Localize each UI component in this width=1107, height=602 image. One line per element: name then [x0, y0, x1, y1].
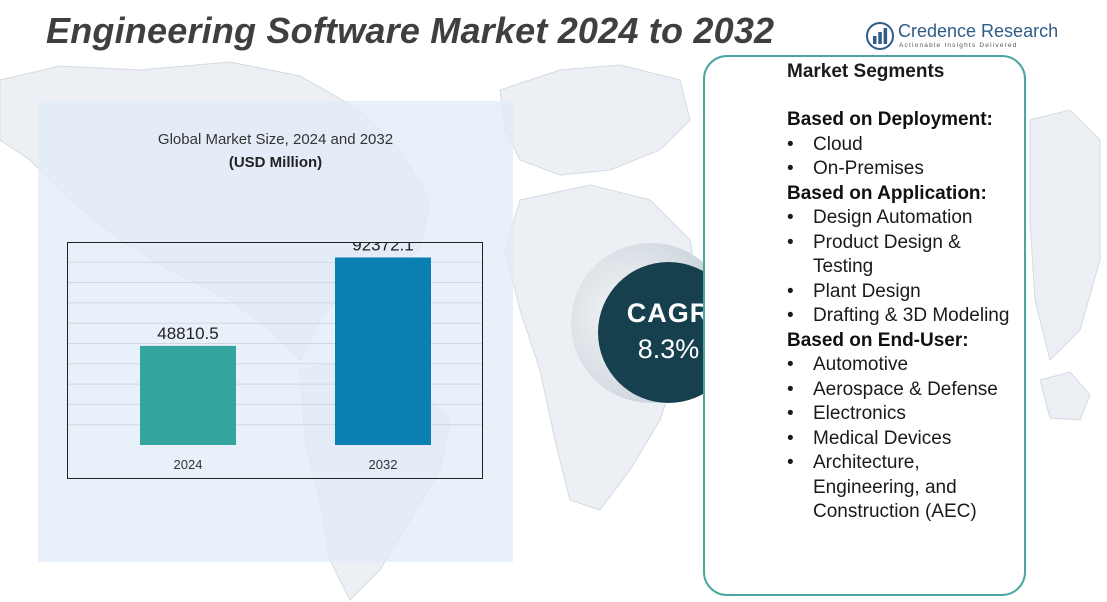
segment-item: • Automotive	[787, 353, 1022, 378]
segment-group-title: Based on Deployment:	[787, 109, 993, 130]
bullet-icon: •	[787, 403, 794, 424]
segment-item: • Medical Devices	[787, 427, 1022, 452]
segment-item-label: Electronics	[813, 403, 906, 424]
segment-item-label: Design Automation	[813, 207, 973, 228]
segment-item-label: Cloud	[813, 133, 863, 155]
segment-group-title: Based on End-User:	[787, 329, 969, 351]
bullet-icon: •	[787, 427, 794, 449]
segment-item: • Aerospace & Defense	[787, 378, 1022, 403]
bullet-icon: •	[787, 207, 794, 228]
bar-chart: 48810.5 2024 92372.1 2032	[67, 242, 483, 479]
segment-item-label: Medical Devices	[813, 427, 952, 449]
category-label-2032: 2032	[369, 457, 398, 472]
market-segments-panel: Market Segments Based on Deployment: • Clo…	[703, 55, 1026, 596]
chart-title: Global Market Size, 2024 and 2032	[157, 131, 394, 148]
segment-item-label: Architecture, Engineering, and Construct…	[813, 452, 977, 522]
bullet-icon: •	[787, 133, 794, 155]
bar-chart-logo-icon	[866, 22, 894, 50]
segment-item: • Product Design & Testing	[787, 231, 1022, 280]
bullet-icon: •	[787, 378, 794, 400]
segment-item-label: Aerospace & Defense	[813, 378, 998, 400]
segment-item: • On-Premises	[787, 157, 1022, 182]
segment-item: • Cloud	[787, 133, 1022, 158]
brand-logo[interactable]: Credence Research Actionable Insights De…	[866, 20, 1058, 52]
segment-list: • Cloud • On-Premises	[787, 133, 1022, 182]
logo-tagline: Actionable Insights Delivered	[899, 42, 1018, 49]
segment-item: • Electronics	[787, 402, 1022, 427]
map-asia-east	[1029, 109, 1101, 361]
cagr-value: 8.3%	[637, 334, 700, 364]
segment-groups: Based on Deployment: • Cloud • On-Premises Ba…	[787, 108, 1022, 525]
segment-list: • Design Automation • Product Design & Test…	[787, 206, 1022, 329]
bullet-icon: •	[787, 452, 794, 473]
chart-plot-border	[67, 242, 483, 479]
segment-item: • Architecture, Engineering, and Construc…	[787, 451, 1022, 525]
segment-item: • Plant Design	[787, 280, 1022, 305]
logo-name: Credence Research	[898, 21, 1059, 41]
bar-2024	[140, 345, 236, 445]
segment-group-title: Based on Application:	[787, 182, 987, 204]
segment-item: • Design Automation	[787, 206, 1022, 231]
bullet-icon: •	[787, 354, 794, 375]
segment-item-label: Automotive	[813, 354, 909, 375]
map-australia-fragment	[1039, 371, 1091, 421]
segment-item-label: Product Design & Testing	[813, 231, 961, 278]
bullet-icon: •	[787, 231, 794, 253]
segment-list: • Automotive • Aerospace & Defense • Electron…	[787, 353, 1022, 525]
bullet-icon: •	[787, 158, 794, 179]
category-label-2024: 2024	[174, 457, 203, 472]
page-title: Engineering Software Market 2024 to 2032	[46, 10, 775, 51]
chart-unit: (USD Million)	[228, 154, 323, 171]
bar-2032	[335, 257, 431, 445]
segment-item-label: Plant Design	[813, 280, 921, 302]
segments-heading: Market Segments	[787, 61, 945, 82]
segment-item: • Drafting & 3D Modeling	[787, 304, 1022, 329]
cagr-label: CAGR	[626, 298, 711, 328]
chart-panel: Global Market Size, 2024 and 2032 (USD M…	[38, 101, 513, 562]
bullet-icon: •	[787, 280, 794, 302]
value-label-2024: 48810.5	[157, 324, 218, 343]
segment-item-label: Drafting & 3D Modeling	[813, 305, 1010, 326]
bullet-icon: •	[787, 305, 794, 326]
map-europe	[499, 64, 691, 176]
value-label-2032: 92372.1	[352, 242, 413, 254]
segment-item-label: On-Premises	[813, 158, 924, 179]
